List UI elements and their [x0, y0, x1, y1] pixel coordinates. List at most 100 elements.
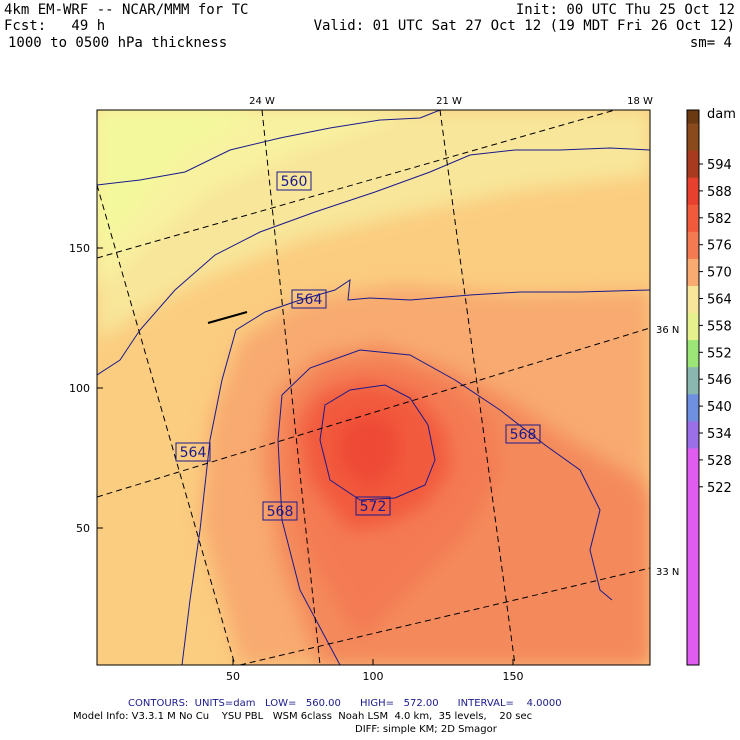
- colorbar-swatch: [687, 583, 699, 598]
- colorbar-swatch: [687, 137, 699, 152]
- colorbar-swatch: [687, 110, 699, 125]
- colorbar-swatch: [687, 285, 699, 301]
- colorbar-swatch: [687, 434, 699, 449]
- colorbar-level-558: 558: [707, 319, 732, 334]
- colorbar-swatch: [687, 502, 699, 517]
- colorbar-swatch: [687, 272, 699, 287]
- field-name: 1000 to 0500 hPa thickness: [8, 35, 228, 51]
- colorbar-swatch: [687, 610, 699, 625]
- lon-label-21w: 21 W: [436, 96, 462, 107]
- colorbar-level-594: 594: [707, 158, 732, 173]
- colorbar-swatch: [687, 516, 699, 531]
- forecast-hour: Fcst: 49 h: [4, 18, 106, 34]
- y-tick-100: 100: [69, 382, 90, 395]
- colorbar-swatch: [687, 597, 699, 612]
- colorbar-swatch: [687, 421, 699, 436]
- svg-text:568: 568: [267, 504, 294, 520]
- contour-568: [277, 349, 613, 665]
- contour-label-568: 568: [262, 501, 298, 521]
- colorbar-unit: dam: [707, 107, 736, 122]
- colorbar-swatch: [687, 624, 699, 639]
- band-below-552: [97, 110, 260, 250]
- contour-label-572: 572: [355, 496, 391, 516]
- colorbar-swatch: [687, 556, 699, 571]
- colorbar-swatch: [687, 367, 699, 382]
- colorbar-swatch: [687, 380, 699, 395]
- smoothing-label: sm= 4: [689, 35, 732, 51]
- colorbar-level-588: 588: [707, 185, 732, 200]
- colorbar-swatch: [687, 353, 699, 368]
- parallel-39n: [97, 110, 617, 259]
- model-title: 4km EM-WRF -- NCAR/MMM for TC: [4, 2, 249, 18]
- x-tick-50: 50: [226, 670, 240, 683]
- svg-text:560: 560: [281, 174, 308, 190]
- colorbar-swatch: [687, 407, 699, 422]
- contour-564: [181, 278, 650, 665]
- contour-info: CONTOURS: UNITS=dam LOW= 560.00 HIGH= 57…: [128, 698, 562, 709]
- x-tick-100: 100: [363, 670, 384, 683]
- colorbar-level-576: 576: [707, 239, 732, 254]
- x-tick-150: 150: [503, 670, 524, 683]
- colorbar-swatch: [687, 299, 699, 314]
- parallel-33n: [239, 567, 650, 665]
- svg-text:568: 568: [510, 427, 537, 443]
- colorbar-level-552: 552: [707, 346, 732, 361]
- colorbar-swatch: [687, 543, 699, 558]
- colorbar-swatch: [687, 218, 699, 233]
- colorbar-swatch: [687, 637, 699, 652]
- colorbar-swatch: [687, 529, 699, 544]
- contour-label-568: 568: [505, 424, 541, 444]
- colorbar-level-522: 522: [707, 481, 732, 496]
- colorbar-swatch: [687, 448, 699, 463]
- svg-text:564: 564: [180, 445, 207, 461]
- model-info: Model Info: V3.3.1 M No Cu YSU PBL WSM 6…: [73, 711, 533, 722]
- colorbar-swatch: [687, 651, 699, 666]
- wind-barb: [207, 311, 248, 324]
- valid-time: Valid: 01 UTC Sat 27 Oct 12 (19 MDT Fri …: [313, 18, 735, 34]
- colorbar-swatch: [687, 489, 699, 504]
- meridian-21w: [439, 110, 516, 665]
- contour-572: [319, 384, 436, 501]
- svg-text:564: 564: [296, 292, 323, 308]
- lat-label-33n: 33 N: [656, 567, 679, 578]
- lat-label-36n: 36 N: [656, 325, 679, 336]
- y-tick-50: 50: [76, 522, 90, 535]
- band-576-580: [338, 415, 400, 490]
- colorbar-swatch: [687, 570, 699, 585]
- colorbar-swatch: [687, 191, 699, 206]
- meridian-24w: [261, 110, 321, 665]
- colorbar-level-540: 540: [707, 400, 732, 415]
- lon-label-24w: 24 W: [249, 96, 275, 107]
- colorbar-swatch: [687, 245, 699, 260]
- colorbar-swatch: [687, 231, 699, 246]
- lon-label-18w: 18 W: [627, 96, 653, 107]
- colorbar-level-534: 534: [707, 427, 732, 442]
- colorbar-frame: [686, 109, 700, 666]
- colorbar-swatch: [687, 123, 699, 138]
- contour-label-560: 560: [276, 171, 312, 191]
- colorbar-swatch: [687, 475, 699, 490]
- contour-label-564: 564: [175, 442, 211, 462]
- colorbar-level-582: 582: [707, 212, 732, 227]
- contour-label-564: 564: [291, 289, 327, 309]
- coastline: [97, 110, 441, 186]
- contour-560: [97, 147, 650, 376]
- colorbar-level-564: 564: [707, 293, 732, 308]
- colorbar-swatch: [687, 394, 699, 409]
- parallel-36n: [97, 327, 650, 498]
- colorbar-swatch: [687, 150, 699, 165]
- diffusion-info: DIFF: simple KM; 2D Smagor: [355, 724, 497, 735]
- y-tick-150: 150: [69, 242, 90, 255]
- colorbar-level-528: 528: [707, 454, 732, 469]
- meridian-27w: [97, 184, 236, 665]
- colorbar-swatch: [687, 340, 699, 355]
- colorbar-swatch: [687, 258, 699, 273]
- colorbar-swatch: [687, 313, 699, 328]
- colorbar-level-546: 546: [707, 373, 732, 388]
- colorbar-swatch: [687, 177, 699, 192]
- svg-text:572: 572: [360, 499, 387, 515]
- colorbar-swatch: [687, 326, 699, 341]
- colorbar: dam 594 588 582 576 570 564 558 552 546 540 534 528 5…: [686, 107, 736, 666]
- colorbar-swatch: [687, 164, 699, 179]
